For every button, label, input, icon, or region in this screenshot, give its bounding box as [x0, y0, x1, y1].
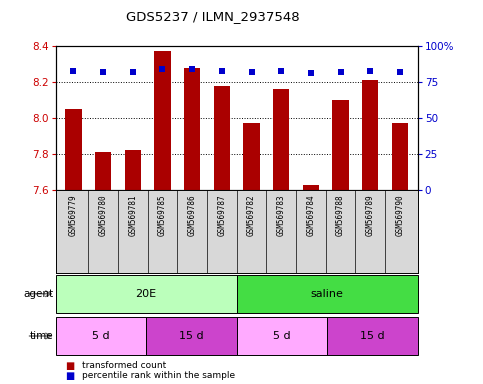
- Text: percentile rank within the sample: percentile rank within the sample: [82, 371, 235, 380]
- Text: GSM569779: GSM569779: [69, 194, 78, 236]
- Text: GSM569784: GSM569784: [306, 194, 315, 236]
- Text: GSM569783: GSM569783: [277, 194, 286, 236]
- Bar: [303, 185, 319, 190]
- Text: GSM569781: GSM569781: [128, 194, 137, 236]
- Point: [70, 68, 77, 74]
- Point: [337, 69, 344, 75]
- Point: [158, 66, 166, 72]
- Text: GSM569787: GSM569787: [217, 194, 227, 236]
- Bar: [327, 317, 418, 355]
- Text: GSM569782: GSM569782: [247, 194, 256, 236]
- Bar: [362, 80, 379, 190]
- Text: GDS5237 / ILMN_2937548: GDS5237 / ILMN_2937548: [126, 10, 299, 23]
- Text: GSM569786: GSM569786: [187, 194, 197, 236]
- Point: [129, 69, 137, 75]
- Bar: [213, 86, 230, 190]
- Text: agent: agent: [23, 289, 53, 299]
- Text: GSM569780: GSM569780: [99, 194, 108, 236]
- Bar: [146, 317, 237, 355]
- Text: GSM569785: GSM569785: [158, 194, 167, 236]
- Bar: [56, 317, 146, 355]
- Bar: [392, 124, 408, 190]
- Text: transformed count: transformed count: [82, 361, 166, 370]
- Point: [188, 66, 196, 72]
- Bar: [56, 275, 237, 313]
- Point: [277, 68, 285, 74]
- Point: [248, 69, 256, 75]
- Bar: [237, 275, 418, 313]
- Bar: [237, 317, 327, 355]
- Bar: [184, 68, 200, 190]
- Text: GSM569790: GSM569790: [396, 194, 404, 236]
- Bar: [125, 151, 141, 190]
- Point: [99, 69, 107, 75]
- Text: saline: saline: [311, 289, 344, 299]
- Text: 20E: 20E: [136, 289, 156, 299]
- Text: time: time: [29, 331, 53, 341]
- Text: GSM569788: GSM569788: [336, 194, 345, 236]
- Bar: [65, 109, 82, 190]
- Text: ■: ■: [65, 361, 74, 371]
- Text: 5 d: 5 d: [273, 331, 291, 341]
- Point: [367, 68, 374, 74]
- Text: 5 d: 5 d: [92, 331, 110, 341]
- Bar: [332, 100, 349, 190]
- Text: GSM569789: GSM569789: [366, 194, 375, 236]
- Text: 15 d: 15 d: [179, 331, 204, 341]
- Bar: [243, 124, 260, 190]
- Text: ■: ■: [65, 371, 74, 381]
- Bar: [154, 51, 170, 190]
- Point: [218, 68, 226, 74]
- Bar: [95, 152, 111, 190]
- Bar: [273, 89, 289, 190]
- Point: [307, 70, 315, 76]
- Text: 15 d: 15 d: [360, 331, 385, 341]
- Point: [396, 69, 404, 75]
